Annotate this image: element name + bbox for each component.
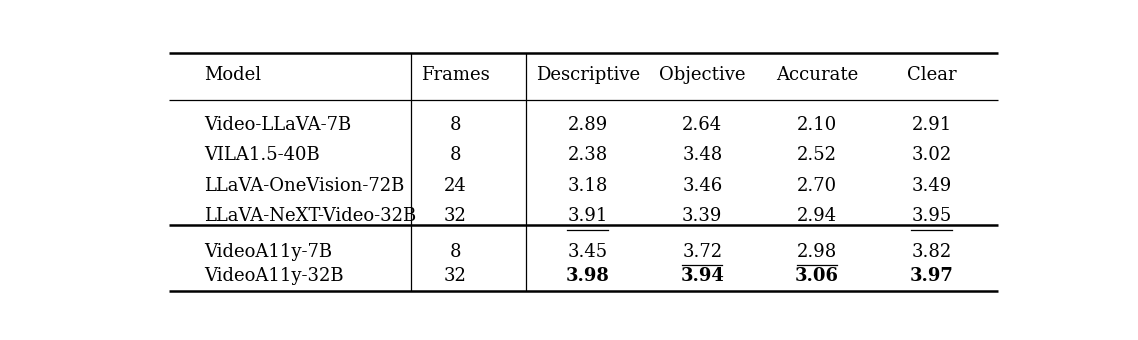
Text: 3.02: 3.02 [912, 146, 951, 164]
Text: 3.97: 3.97 [909, 268, 954, 285]
Text: Frames: Frames [421, 66, 489, 84]
Text: Video-LLaVA-7B: Video-LLaVA-7B [204, 116, 352, 134]
Text: 2.91: 2.91 [912, 116, 951, 134]
Text: 8: 8 [450, 242, 461, 260]
Text: 3.18: 3.18 [568, 177, 608, 195]
Text: 2.98: 2.98 [797, 242, 838, 260]
Text: 2.89: 2.89 [568, 116, 608, 134]
Text: 3.46: 3.46 [682, 177, 723, 195]
Text: 3.94: 3.94 [681, 268, 724, 285]
Text: VideoA11y-7B: VideoA11y-7B [204, 242, 332, 260]
Text: 32: 32 [444, 268, 467, 285]
Text: 3.95: 3.95 [912, 207, 951, 225]
Text: VILA1.5-40B: VILA1.5-40B [204, 146, 320, 164]
Text: 2.70: 2.70 [797, 177, 838, 195]
Text: 2.64: 2.64 [682, 116, 723, 134]
Text: VideoA11y-32B: VideoA11y-32B [204, 268, 344, 285]
Text: Clear: Clear [907, 66, 956, 84]
Text: 32: 32 [444, 207, 467, 225]
Text: Objective: Objective [659, 66, 745, 84]
Text: 3.48: 3.48 [682, 146, 723, 164]
Text: LLaVA-NeXT-Video-32B: LLaVA-NeXT-Video-32B [204, 207, 417, 225]
Text: 3.91: 3.91 [568, 207, 608, 225]
Text: 2.94: 2.94 [797, 207, 838, 225]
Text: 2.52: 2.52 [797, 146, 836, 164]
Text: 3.06: 3.06 [795, 268, 839, 285]
Text: Descriptive: Descriptive [536, 66, 640, 84]
Text: 8: 8 [450, 146, 461, 164]
Text: Accurate: Accurate [776, 66, 858, 84]
Text: 3.45: 3.45 [568, 242, 608, 260]
Text: 3.39: 3.39 [682, 207, 723, 225]
Text: 3.98: 3.98 [566, 268, 610, 285]
Text: 2.10: 2.10 [797, 116, 838, 134]
Text: Model: Model [204, 66, 261, 84]
Text: 8: 8 [450, 116, 461, 134]
Text: LLaVA-OneVision-72B: LLaVA-OneVision-72B [204, 177, 404, 195]
Text: 24: 24 [444, 177, 467, 195]
Text: 2.38: 2.38 [568, 146, 608, 164]
Text: 3.72: 3.72 [682, 242, 723, 260]
Text: 3.49: 3.49 [912, 177, 951, 195]
Text: 3.82: 3.82 [912, 242, 951, 260]
